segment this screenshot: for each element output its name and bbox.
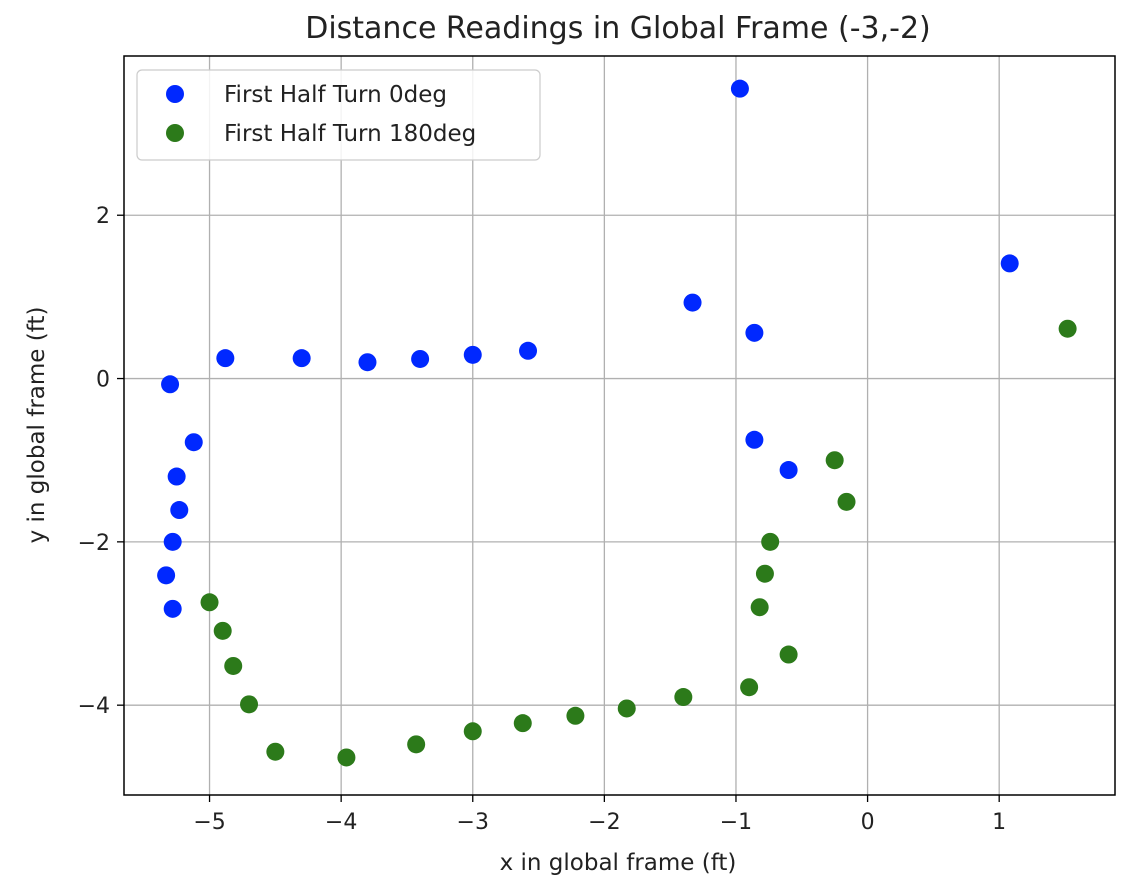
y-tick-label: 0	[96, 368, 110, 393]
data-point-series-2	[750, 598, 769, 617]
x-axis-ticks: −5 −4 −3 −2 −1 0 1	[193, 795, 1006, 835]
data-point-series-1	[411, 349, 430, 368]
data-point-series-2	[740, 678, 759, 697]
data-point-series-1	[161, 375, 180, 394]
data-points	[157, 79, 1077, 767]
data-point-series-1	[184, 433, 203, 452]
data-point-series-2	[1058, 319, 1077, 338]
data-point-series-1	[745, 430, 764, 449]
data-point-series-1	[730, 79, 749, 98]
data-point-series-1	[779, 461, 798, 480]
x-axis-label: x in global frame (ft)	[500, 850, 737, 876]
y-tick-label: −2	[78, 531, 110, 556]
x-tick-label: −1	[720, 810, 752, 835]
y-axis-label: y in global frame (ft)	[24, 307, 50, 544]
data-point-series-1	[163, 599, 182, 618]
data-point-series-1	[216, 349, 235, 368]
data-point-series-2	[674, 688, 693, 707]
data-point-series-1	[1000, 254, 1019, 273]
y-tick-label: −4	[78, 694, 110, 719]
data-point-series-2	[200, 593, 219, 612]
data-point-series-2	[755, 564, 774, 583]
data-point-series-2	[617, 699, 636, 718]
data-point-series-2	[407, 735, 426, 754]
x-tick-label: −2	[588, 810, 620, 835]
legend-marker-series-1	[166, 85, 184, 103]
data-point-series-2	[825, 451, 844, 470]
x-tick-label: −3	[457, 810, 489, 835]
legend-label-series-1: First Half Turn 0deg	[224, 82, 447, 108]
data-point-series-2	[761, 532, 780, 551]
legend-label-series-2: First Half Turn 180deg	[224, 121, 476, 147]
data-point-series-1	[519, 341, 538, 360]
data-point-series-2	[240, 695, 259, 714]
legend: First Half Turn 0deg First Half Turn 180…	[136, 69, 541, 161]
data-point-series-1	[463, 345, 482, 364]
x-tick-label: 1	[992, 810, 1006, 835]
data-point-series-1	[745, 323, 764, 342]
data-point-series-1	[358, 353, 377, 372]
x-tick-label: 0	[861, 810, 875, 835]
data-point-series-2	[779, 645, 798, 664]
data-point-series-1	[292, 349, 311, 368]
x-tick-label: −4	[325, 810, 357, 835]
data-point-series-1	[163, 532, 182, 551]
data-point-series-2	[266, 742, 285, 761]
data-point-series-1	[157, 566, 176, 585]
legend-marker-series-2	[166, 124, 184, 142]
y-axis-ticks: −4 −2 0 2	[78, 204, 124, 719]
legend-box	[136, 69, 541, 161]
plot-frame	[123, 55, 1116, 796]
data-point-series-2	[213, 621, 232, 640]
data-point-series-1	[170, 501, 189, 520]
data-point-series-2	[337, 748, 356, 767]
data-point-series-2	[224, 656, 243, 675]
data-point-series-1	[683, 293, 702, 312]
chart-title: Distance Readings in Global Frame (-3,-2…	[305, 11, 931, 46]
data-point-series-2	[513, 714, 532, 733]
data-point-series-2	[566, 706, 585, 725]
x-tick-label: −5	[193, 810, 225, 835]
data-point-series-2	[837, 492, 856, 511]
data-point-series-2	[463, 722, 482, 741]
y-tick-label: 2	[96, 204, 110, 229]
data-point-series-1	[167, 467, 186, 486]
grid	[124, 56, 1115, 795]
